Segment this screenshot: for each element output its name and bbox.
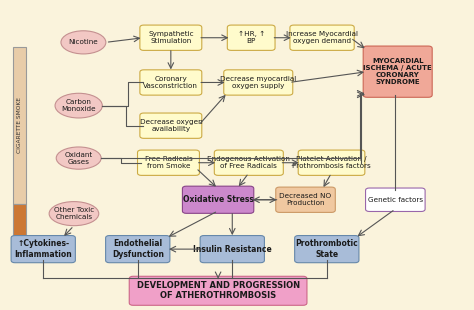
FancyBboxPatch shape [140,113,202,138]
FancyBboxPatch shape [13,47,26,204]
Text: Oxidative Stress: Oxidative Stress [182,195,254,204]
Text: ↑Cytokines-
Inflammation: ↑Cytokines- Inflammation [14,239,72,259]
FancyBboxPatch shape [298,150,365,175]
FancyBboxPatch shape [295,236,359,263]
Text: Coronary
Vasconstriction: Coronary Vasconstriction [144,76,198,89]
Text: MYOCARDIAL
ISCHEMA / ACUTE
CORONARY
SYNDROME: MYOCARDIAL ISCHEMA / ACUTE CORONARY SYND… [363,58,432,85]
Text: Decrease myocardial
oxygen supply: Decrease myocardial oxygen supply [220,76,296,89]
FancyBboxPatch shape [365,188,425,211]
Text: Oxidant
Gases: Oxidant Gases [64,152,93,165]
FancyBboxPatch shape [200,236,264,263]
Ellipse shape [55,93,102,118]
Text: ↑HR, ↑
BP: ↑HR, ↑ BP [237,31,265,44]
Ellipse shape [61,31,106,54]
FancyBboxPatch shape [140,70,202,95]
Text: Endothelial
Dysfunction: Endothelial Dysfunction [112,239,164,259]
Text: Nicotine: Nicotine [69,39,98,45]
FancyBboxPatch shape [276,187,335,212]
FancyBboxPatch shape [137,150,200,175]
Text: Decreased NO
Production: Decreased NO Production [280,193,332,206]
FancyBboxPatch shape [290,25,354,51]
Text: CIGARETTE SMOKE: CIGARETTE SMOKE [17,97,22,153]
FancyBboxPatch shape [13,204,26,238]
Ellipse shape [56,147,101,169]
FancyBboxPatch shape [11,236,75,263]
Text: Increase Myocardial
oxygen demand: Increase Myocardial oxygen demand [286,31,358,44]
Text: Free Radicals
from Smoke: Free Radicals from Smoke [145,156,192,169]
Text: Endogenous Activation
of Free Radicals: Endogenous Activation of Free Radicals [208,156,290,169]
FancyBboxPatch shape [140,25,202,51]
Ellipse shape [49,202,99,226]
FancyBboxPatch shape [182,186,254,213]
Text: Platelet Activation /
Prothrombosis factors: Platelet Activation / Prothrombosis fact… [292,156,371,169]
Text: DEVELOPMENT AND PROGRESSION
OF ATHEROTHROMBOSIS: DEVELOPMENT AND PROGRESSION OF ATHEROTHR… [137,281,300,300]
Text: Prothrombotic
State: Prothrombotic State [295,239,358,259]
Text: Other Toxic
Chemicals: Other Toxic Chemicals [54,207,94,220]
FancyBboxPatch shape [224,70,293,95]
FancyBboxPatch shape [214,150,283,175]
FancyBboxPatch shape [363,46,432,97]
Text: Carbon
Monoxide: Carbon Monoxide [61,99,96,112]
Text: Genetic factors: Genetic factors [368,197,423,203]
Text: Decrease oxygen
availability: Decrease oxygen availability [139,119,202,132]
FancyBboxPatch shape [106,236,170,263]
Text: Sympathetic
Stimulation: Sympathetic Stimulation [148,31,194,44]
Text: Insulin Resistance: Insulin Resistance [193,245,272,254]
FancyBboxPatch shape [129,276,307,305]
FancyBboxPatch shape [228,25,275,51]
